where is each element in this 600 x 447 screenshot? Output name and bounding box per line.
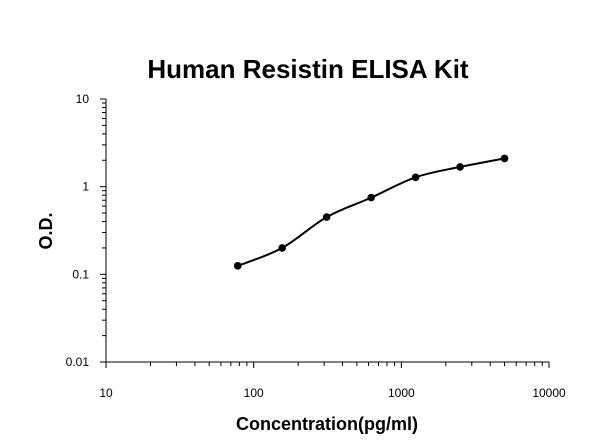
x-tick-label: 1000 xyxy=(388,386,415,400)
x-axis-title: Concentration(pg/ml) xyxy=(236,414,418,434)
x-tick-label: 100 xyxy=(244,386,264,400)
standard-curve-line xyxy=(237,157,505,267)
y-tick-label: 0.01 xyxy=(66,355,90,369)
data-point xyxy=(411,173,420,182)
data-point xyxy=(367,193,375,202)
data-point xyxy=(456,163,464,171)
y-tick-label: 1 xyxy=(82,180,89,194)
y-tick-label: 10 xyxy=(76,92,90,106)
chart-title: Human Resistin ELISA Kit xyxy=(147,54,469,84)
x-tick-label: 10 xyxy=(99,386,113,400)
y-axis-title: O.D. xyxy=(36,212,56,249)
y-tick-label: 0.1 xyxy=(72,267,89,281)
x-tick-label: 10000 xyxy=(532,386,566,400)
data-point xyxy=(233,262,242,270)
data-point xyxy=(500,154,509,163)
data-point xyxy=(322,213,331,221)
data-point xyxy=(278,244,286,252)
data-points xyxy=(233,154,509,270)
axis-ticks xyxy=(100,98,550,368)
tick-labels: 10 100 1000 10000 10 1 0.1 0.01 xyxy=(66,92,566,400)
